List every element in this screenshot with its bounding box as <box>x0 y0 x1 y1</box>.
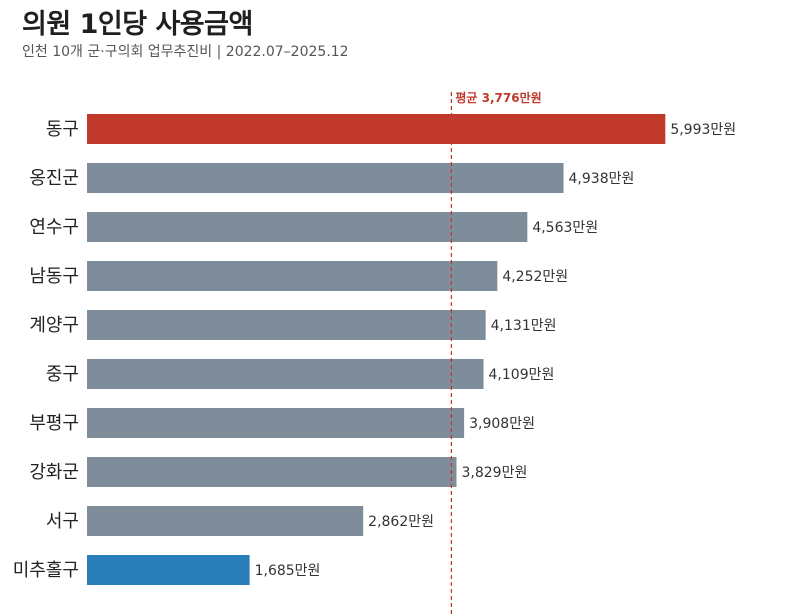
category-label: 강화군 <box>29 462 79 483</box>
bar-미추홀구 <box>87 555 250 585</box>
chart-subtitle: 인천 10개 군·구의회 업무추진비 | 2022.07–2025.12 <box>22 44 349 60</box>
category-label: 중구 <box>46 364 79 385</box>
bar-부평구 <box>87 408 465 438</box>
value-label: 3,829만원 <box>461 465 527 481</box>
bar-옹진군 <box>87 163 564 193</box>
category-label: 옹진군 <box>29 168 79 189</box>
bar-연수구 <box>87 212 528 242</box>
bar-계양구 <box>87 310 486 340</box>
category-label: 남동구 <box>29 266 79 287</box>
category-label: 계양구 <box>29 315 79 336</box>
value-label: 4,109만원 <box>489 367 555 383</box>
bar-중구 <box>87 359 484 389</box>
value-label: 4,938만원 <box>569 171 635 187</box>
chart-title: 의원 1인당 사용금액 <box>22 9 253 40</box>
value-label: 4,252만원 <box>502 269 568 285</box>
value-label: 1,685만원 <box>255 563 321 579</box>
value-label: 5,993만원 <box>670 122 736 138</box>
category-label: 연수구 <box>29 217 79 238</box>
bar-강화군 <box>87 457 457 487</box>
average-label: 평균 3,776만원 <box>455 90 541 105</box>
value-label: 4,563만원 <box>532 220 598 236</box>
value-label: 3,908만원 <box>469 416 535 432</box>
bar-동구 <box>87 114 666 144</box>
category-label: 동구 <box>46 119 79 140</box>
bar-서구 <box>87 506 364 536</box>
value-label: 2,862만원 <box>368 514 434 530</box>
value-label: 4,131만원 <box>491 318 557 334</box>
category-label: 서구 <box>46 511 79 532</box>
bar-남동구 <box>87 261 498 291</box>
category-label: 부평구 <box>29 413 79 434</box>
category-label: 미추홀구 <box>13 560 79 581</box>
